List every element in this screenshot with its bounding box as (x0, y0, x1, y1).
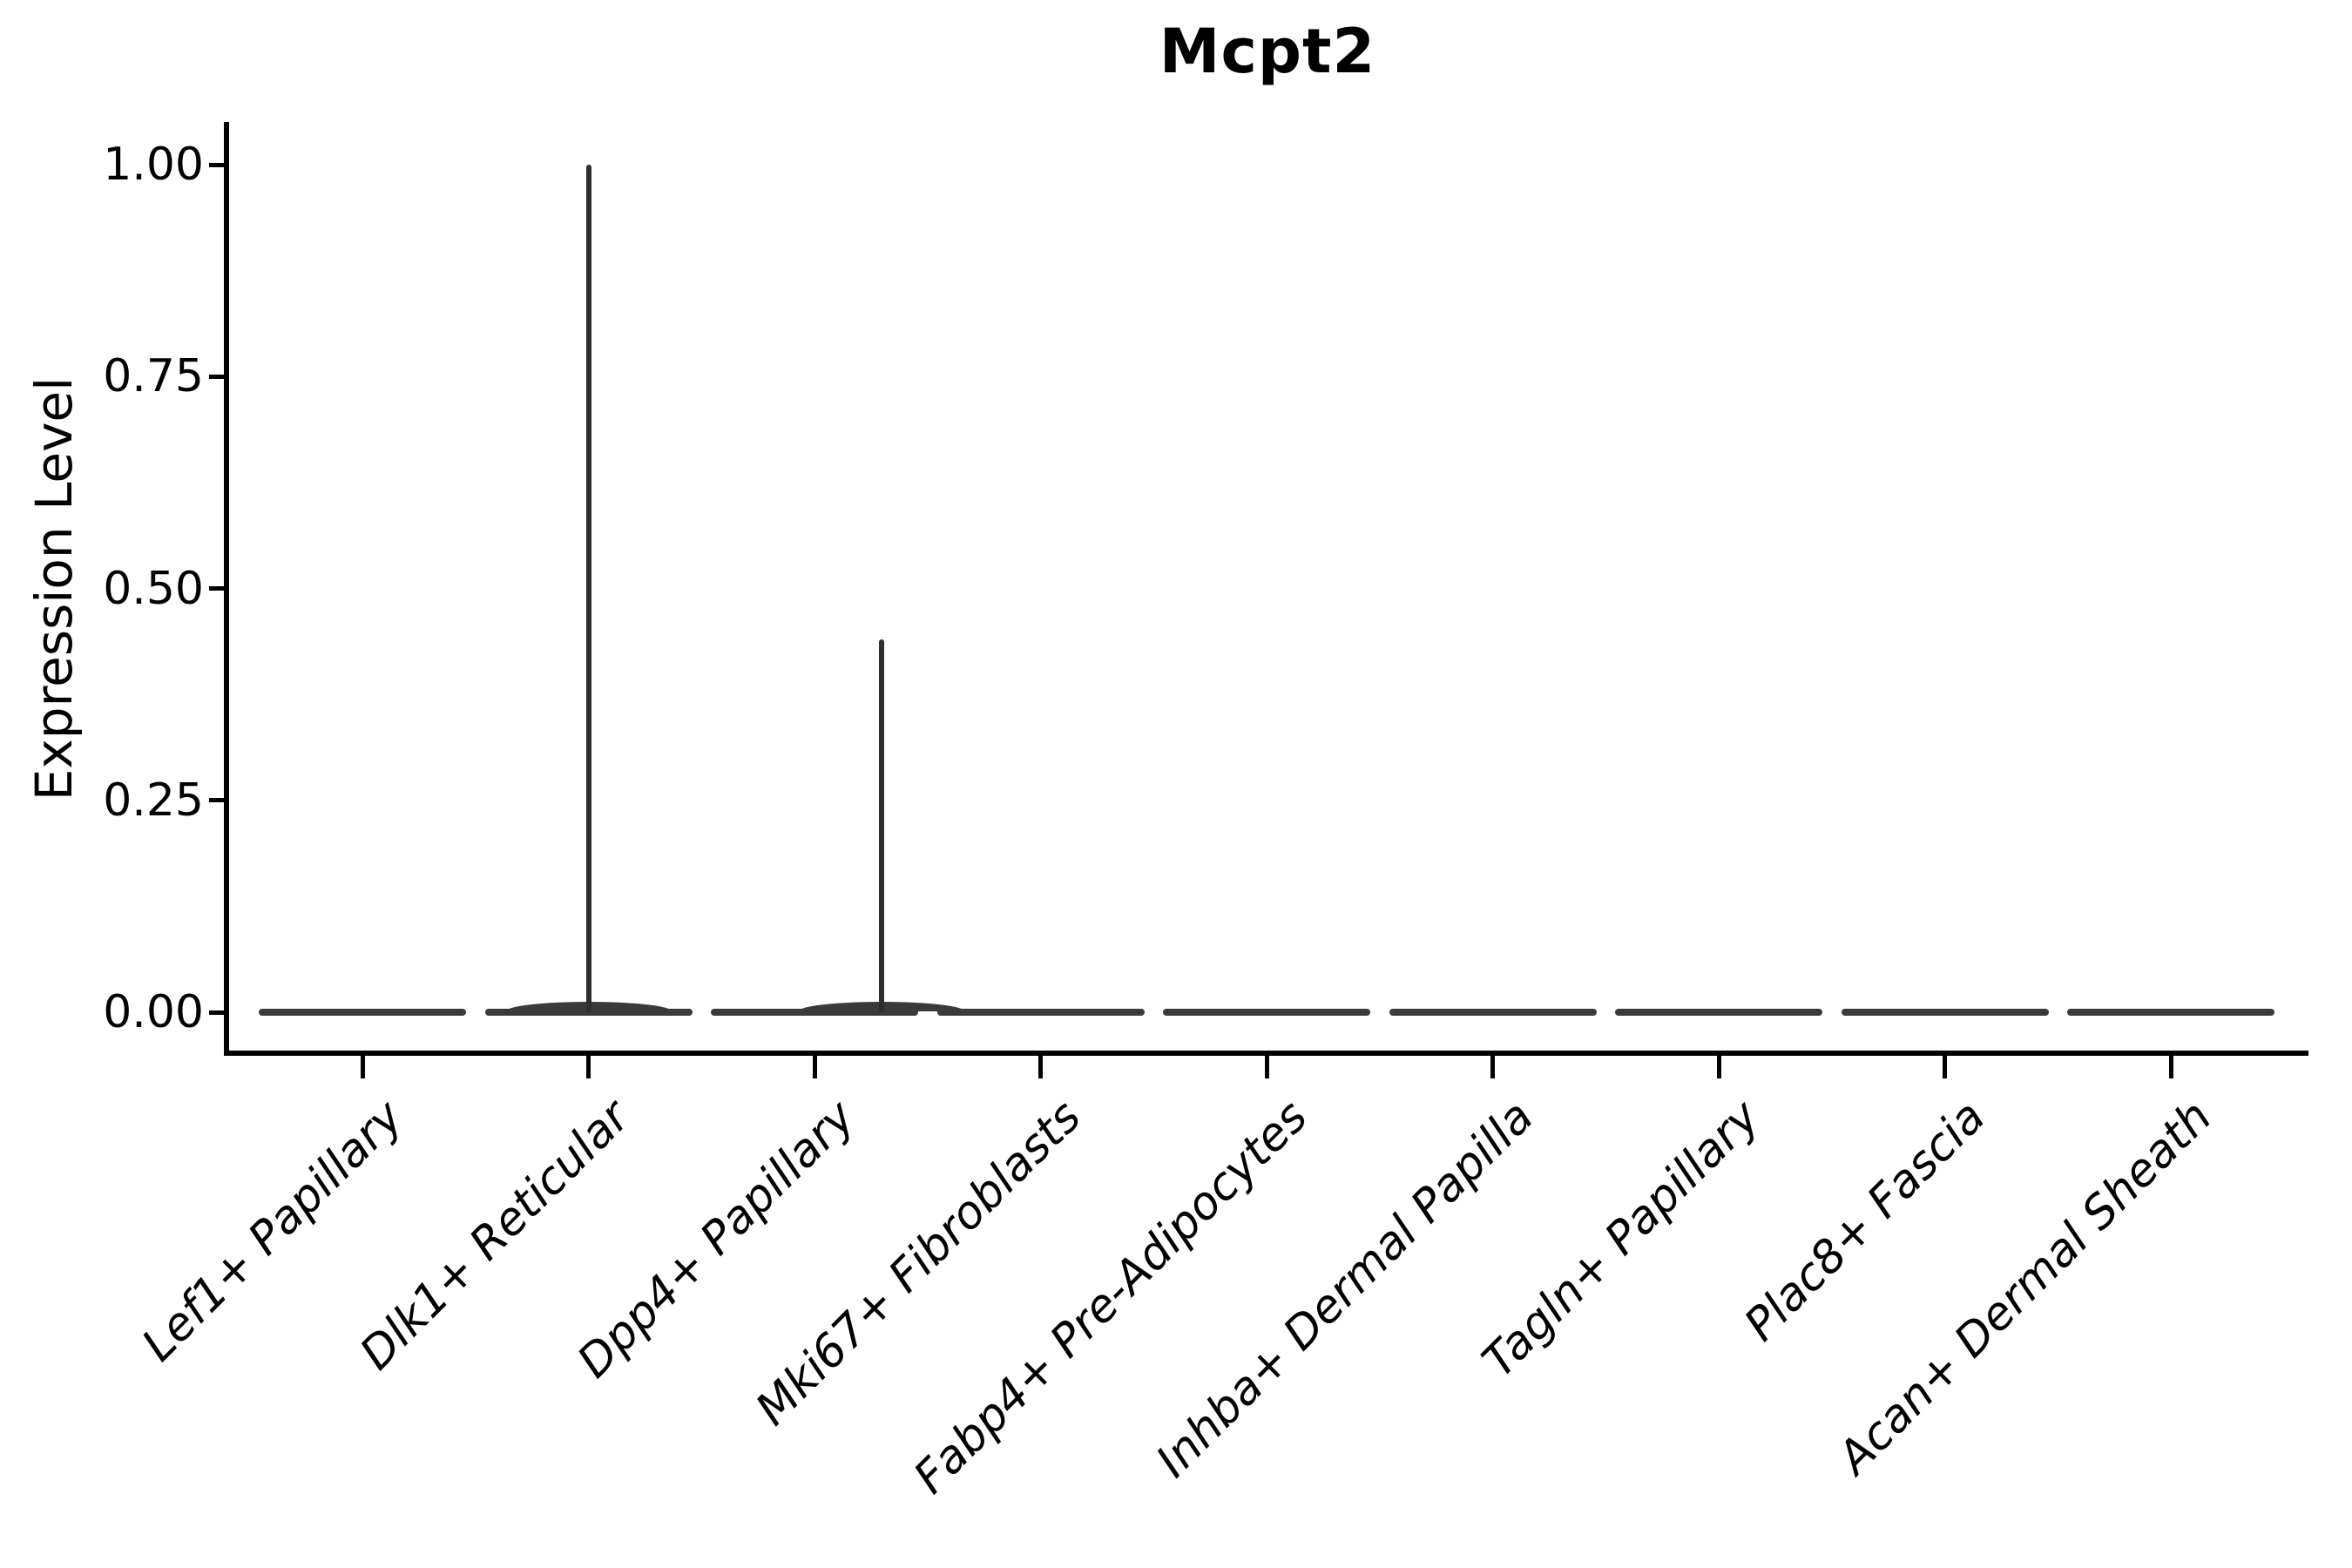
y-axis-spine (224, 122, 229, 1055)
violin-bar (1841, 1009, 2049, 1016)
x-tick-mark (586, 1056, 591, 1078)
x-tick-label: Fabp4+ Pre-Adipocytes (903, 1091, 1318, 1504)
y-tick-label: 1.00 (103, 139, 204, 191)
y-tick-label: 0.50 (103, 562, 204, 615)
violin-bar (711, 1009, 918, 1016)
violin-bar (259, 1009, 466, 1016)
violin-spike (879, 639, 884, 1012)
x-tick-label: Inhba+ Dermal Papilla (1146, 1091, 1544, 1488)
violin-bar (936, 1009, 1145, 1016)
x-axis-spine (224, 1051, 2308, 1056)
x-tick-label: Acan+ Dermal Sheath (1828, 1091, 2222, 1484)
y-tick-mark (209, 1010, 225, 1015)
x-tick-mark (1490, 1056, 1495, 1078)
x-tick-mark (360, 1056, 365, 1078)
y-tick-mark (209, 798, 225, 803)
y-tick-label: 0.00 (103, 986, 204, 1038)
y-tick-label: 0.25 (103, 774, 204, 827)
violin-bar (1389, 1009, 1597, 1016)
x-tick-mark (1038, 1056, 1043, 1078)
violin-bar (2067, 1009, 2274, 1016)
y-tick-mark (209, 162, 225, 167)
violin-bar (1615, 1009, 1822, 1016)
y-tick-mark (209, 374, 225, 379)
x-tick-mark (2168, 1056, 2173, 1078)
y-axis-label: Expression Level (24, 376, 84, 801)
x-tick-mark (1943, 1056, 1947, 1078)
x-tick-mark (812, 1056, 817, 1078)
y-tick-label: 0.75 (103, 350, 204, 403)
violin-spike (585, 165, 591, 1012)
violin-bar (1163, 1009, 1370, 1016)
x-tick-label: Plac8+ Fascia (1734, 1091, 1996, 1352)
violin-bar (484, 1009, 693, 1016)
x-tick-mark (1264, 1056, 1269, 1078)
y-tick-mark (209, 586, 225, 591)
chart-title: Mcpt2 (1159, 16, 1376, 87)
x-tick-mark (1716, 1056, 1721, 1078)
